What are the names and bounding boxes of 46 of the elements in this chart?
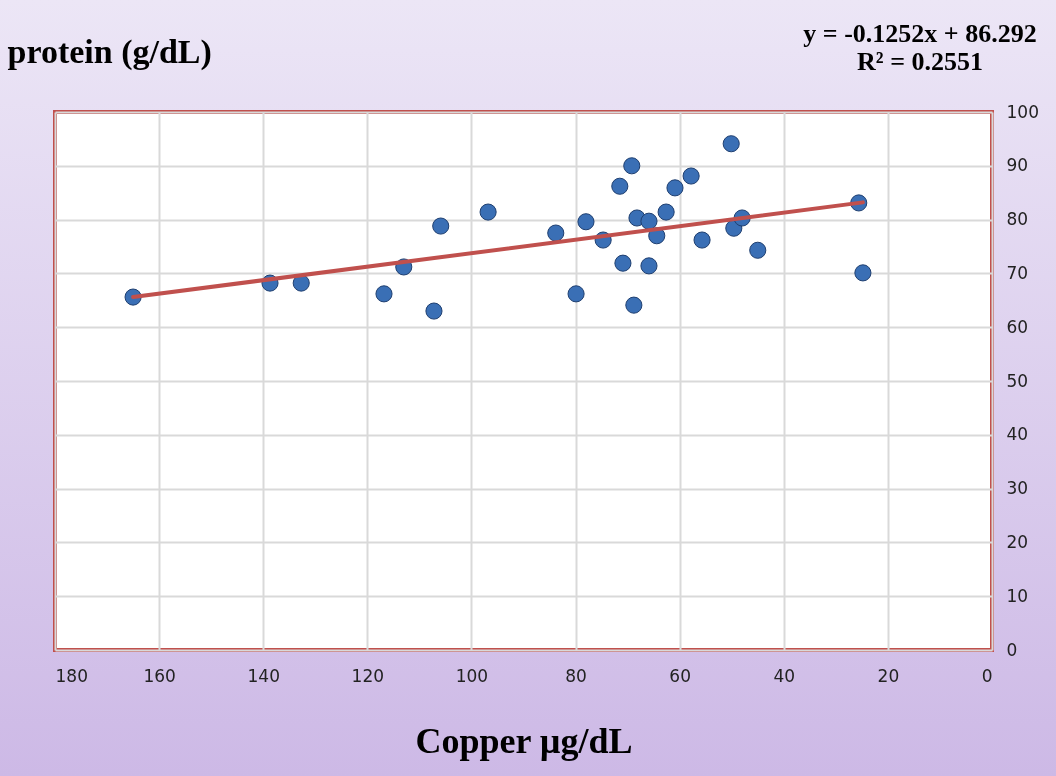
- y-tick-label: 60: [1006, 316, 1029, 337]
- point: [657, 203, 675, 221]
- point: [611, 177, 629, 195]
- y-tick-label: 10: [1006, 585, 1029, 606]
- x-tick-label: 140: [247, 665, 280, 686]
- x-tick-label: 80: [565, 665, 587, 686]
- point: [577, 213, 595, 231]
- point: [623, 157, 641, 175]
- point: [625, 296, 643, 314]
- y-tick-label: 50: [1006, 370, 1029, 391]
- point: [640, 257, 658, 275]
- x-tick-label: 160: [143, 665, 176, 686]
- y-tick-label: 70: [1006, 262, 1029, 283]
- point: [425, 302, 443, 320]
- point: [567, 285, 585, 303]
- point: [375, 285, 393, 303]
- point: [693, 231, 711, 249]
- y-tick-label: 100: [1006, 101, 1039, 122]
- x-tick-label: 180: [55, 665, 88, 686]
- x-tick-label: 20: [877, 665, 900, 686]
- point: [749, 241, 767, 259]
- text: R² = 0.2551: [857, 47, 983, 76]
- point: [640, 212, 658, 230]
- y-tick-label: 20: [1006, 531, 1029, 552]
- point: [614, 254, 632, 272]
- y-tick-label: 0: [1006, 639, 1018, 660]
- y-axis-title: protein (g/dL): [7, 32, 212, 71]
- y-tick-label: 90: [1006, 155, 1029, 176]
- x-tick-label: 40: [773, 665, 796, 686]
- point: [854, 264, 872, 282]
- point: [547, 224, 565, 242]
- point: [292, 274, 310, 292]
- x-axis-title: Copper µg/dL: [415, 720, 633, 761]
- x-tick-label: 120: [351, 665, 385, 686]
- point: [666, 179, 684, 197]
- point: [722, 135, 740, 153]
- y-tick-label: 80: [1006, 209, 1029, 230]
- x-tick-label: 0: [981, 665, 993, 686]
- x-tick-label: 60: [669, 665, 691, 686]
- point: [682, 167, 700, 185]
- y-tick-label: 30: [1006, 478, 1029, 499]
- point: [479, 203, 497, 221]
- y-tick-label: 40: [1006, 424, 1029, 445]
- x-tick-label: 100: [455, 665, 489, 686]
- point: [432, 217, 450, 235]
- text: y = -0.1252x + 86.292: [803, 19, 1037, 48]
